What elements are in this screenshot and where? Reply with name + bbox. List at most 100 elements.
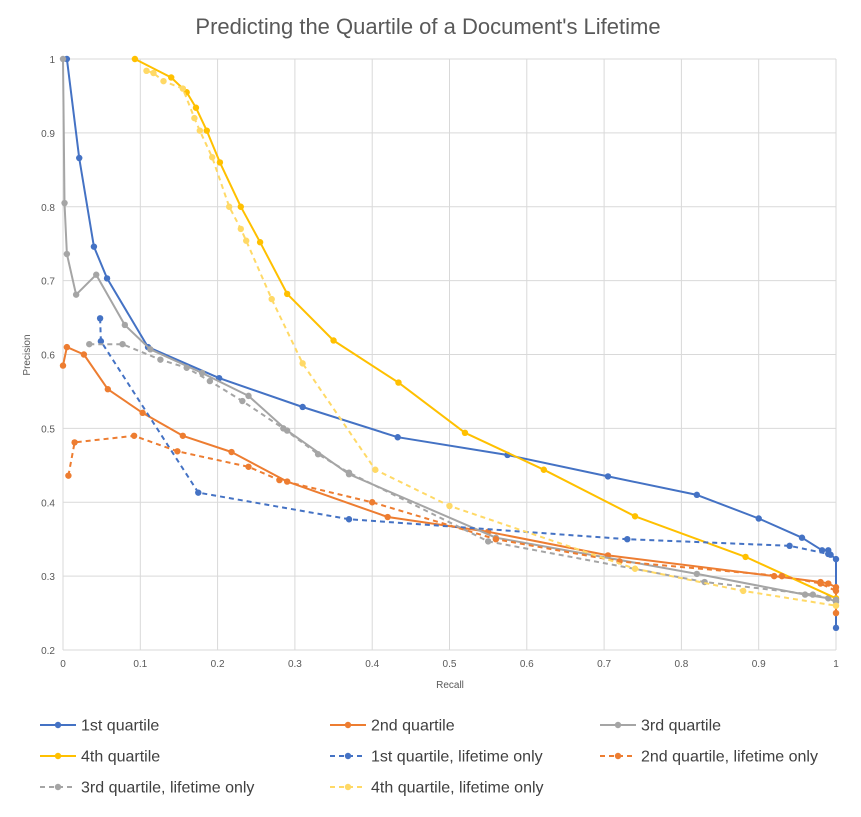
x-tick-label: 0 — [60, 659, 66, 670]
data-point — [179, 432, 187, 439]
series-line — [62, 58, 837, 603]
data-point — [71, 439, 78, 446]
data-point — [245, 463, 252, 470]
data-point — [80, 351, 88, 358]
x-tick-label: 0.2 — [211, 659, 225, 670]
data-point — [693, 570, 701, 578]
x-tick-label: 0.6 — [520, 659, 534, 670]
data-point — [160, 77, 167, 85]
data-point — [183, 364, 190, 371]
series-5 — [96, 315, 832, 558]
data-point — [90, 243, 98, 250]
data-point — [832, 609, 840, 617]
legend-item: 1st quartile — [40, 718, 159, 735]
series-8 — [143, 67, 840, 609]
data-point — [59, 362, 67, 369]
data-point — [384, 513, 391, 521]
data-point — [825, 580, 832, 587]
legend-swatch-marker — [614, 721, 622, 729]
data-point — [237, 203, 244, 210]
data-point — [832, 555, 840, 563]
data-point — [63, 250, 71, 258]
data-point — [72, 291, 80, 298]
y-tick-label: 0.8 — [41, 203, 55, 214]
legend-item: 1st quartile, lifetime only — [330, 749, 543, 766]
legend-label: 3rd quartile — [641, 718, 721, 735]
data-point — [208, 154, 216, 161]
legend-label: 1st quartile, lifetime only — [371, 749, 543, 766]
data-point — [832, 587, 840, 595]
data-point — [196, 127, 204, 134]
data-point — [96, 315, 104, 322]
data-point — [121, 321, 129, 329]
data-point — [206, 377, 214, 385]
data-point — [245, 392, 252, 400]
x-tick-label: 0.3 — [288, 659, 302, 670]
data-point — [394, 434, 401, 441]
data-point — [228, 448, 235, 456]
series-line — [67, 434, 837, 592]
x-tick-label: 0.8 — [674, 659, 688, 670]
data-point — [461, 429, 469, 437]
data-point — [216, 159, 224, 166]
data-point — [192, 104, 200, 111]
y-tick-label: 0.3 — [41, 572, 55, 583]
data-point — [225, 203, 233, 210]
data-point — [195, 489, 202, 496]
legend-swatch-marker — [344, 752, 352, 760]
x-tick-label: 0.9 — [752, 659, 766, 670]
data-point — [540, 466, 548, 473]
data-point — [191, 114, 198, 122]
legend-label: 1st quartile — [81, 718, 159, 735]
x-tick-label: 0.1 — [133, 659, 147, 670]
data-point — [299, 360, 306, 367]
data-point — [492, 535, 500, 543]
legend-label: 2nd quartile, lifetime only — [641, 749, 818, 766]
data-point — [283, 290, 291, 298]
data-point — [76, 154, 83, 162]
data-point — [832, 596, 840, 603]
y-tick-label: 0.7 — [41, 277, 55, 288]
data-point — [786, 542, 793, 550]
data-point — [65, 472, 72, 479]
x-axis-label: Recall — [436, 680, 464, 691]
x-tick-label: 0.5 — [443, 659, 457, 670]
data-point — [314, 451, 322, 458]
legend-label: 3rd quartile, lifetime only — [81, 780, 254, 797]
data-point — [832, 624, 840, 632]
data-point — [61, 199, 68, 207]
legend-swatch-marker — [344, 783, 352, 791]
data-point — [345, 469, 353, 476]
legend-swatch-marker — [344, 721, 352, 729]
y-tick-label: 0.6 — [41, 351, 55, 362]
data-point — [59, 55, 67, 63]
y-tick-labels: 0.2 0.3 0.4 0.5 0.6 0.7 0.8 0.9 1 — [41, 55, 55, 657]
x-tick-labels: 0 0.1 0.2 0.3 0.4 0.5 0.6 0.7 0.8 0.9 1 — [60, 659, 839, 670]
data-point — [130, 432, 138, 439]
y-tick-label: 1 — [49, 55, 55, 66]
legend-item: 3rd quartile — [600, 718, 721, 735]
data-point — [104, 386, 112, 393]
legend-item: 4th quartile — [40, 749, 160, 766]
data-point — [330, 337, 337, 344]
series-layer — [59, 55, 840, 632]
data-point — [817, 580, 824, 587]
data-point — [243, 237, 250, 244]
data-point — [157, 356, 164, 363]
data-point — [484, 538, 492, 545]
legend-item: 4th quartile, lifetime only — [330, 780, 544, 797]
data-point — [147, 346, 154, 353]
data-point — [798, 534, 806, 541]
data-point — [143, 67, 150, 75]
data-point — [778, 572, 786, 580]
data-point — [198, 369, 206, 377]
data-point — [809, 591, 817, 598]
data-point — [63, 343, 71, 351]
data-point — [742, 553, 749, 561]
data-point — [239, 397, 246, 405]
data-point — [131, 55, 139, 63]
legend-item: 3rd quartile, lifetime only — [40, 780, 254, 797]
legend-swatch-marker — [54, 721, 62, 729]
